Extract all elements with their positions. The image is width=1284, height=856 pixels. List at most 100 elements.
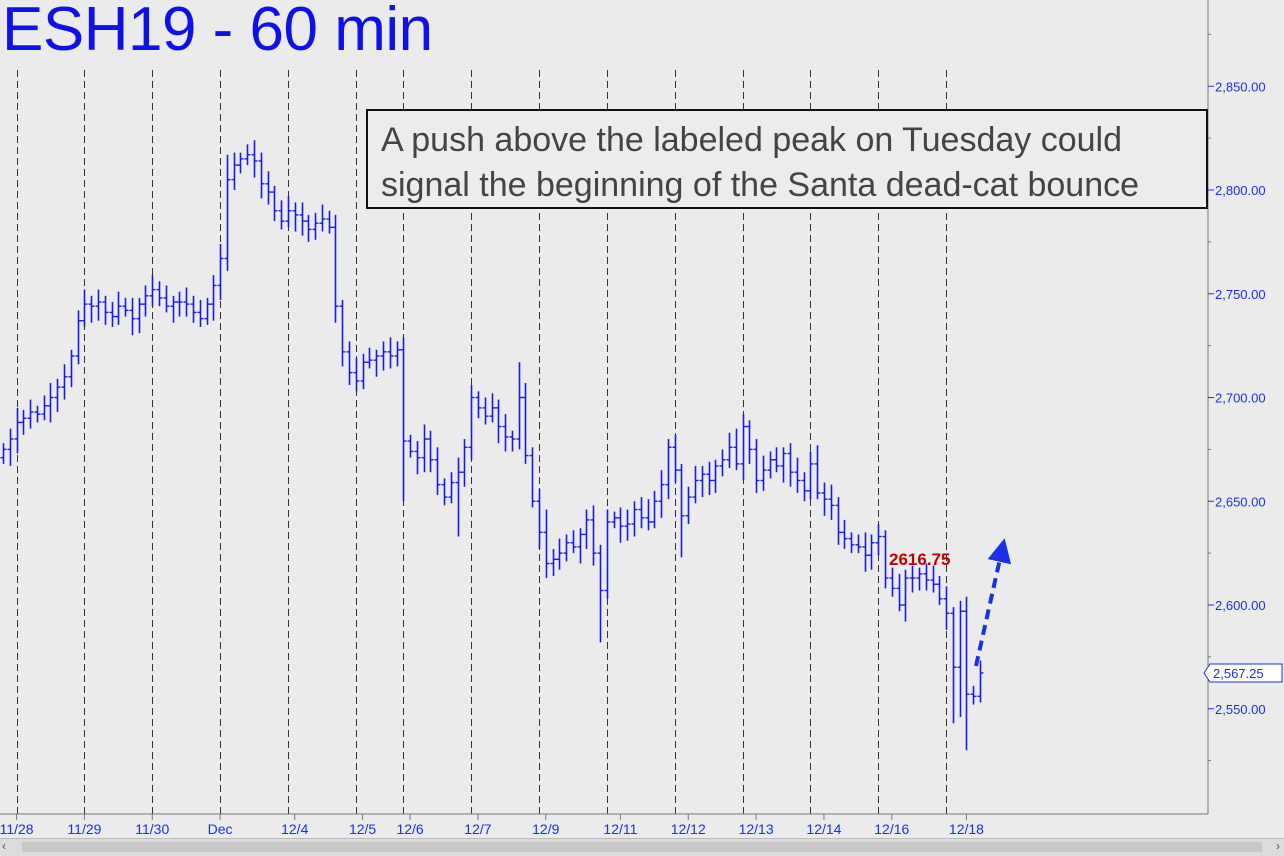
- scroll-right-icon[interactable]: ›: [1276, 839, 1280, 853]
- y-tick-label: 2,700.00: [1215, 391, 1266, 406]
- ohlc-bar: [278, 200, 285, 230]
- ohlc-bar: [305, 214, 312, 242]
- ohlc-bar: [773, 447, 780, 473]
- annotation-line-1: A push above the labeled peak on Tuesday…: [381, 121, 1123, 159]
- ohlc-bar: [95, 289, 102, 321]
- projection-arrow: [974, 538, 1012, 667]
- ohlc-bar: [658, 470, 665, 518]
- ohlc-bar: [896, 573, 903, 612]
- y-tick-label: 2,550.00: [1215, 702, 1266, 717]
- ohlc-bar: [394, 341, 401, 367]
- peak-label: 2616.75: [889, 550, 950, 569]
- ohlc-bar: [448, 472, 455, 504]
- ohlc-bar: [20, 409, 27, 435]
- ohlc-bar: [835, 497, 842, 545]
- x-axis: 11/28 11/29 11/30 Dec 12/4 12/5 12/6 12/7 12/9 12…: [0, 814, 984, 837]
- ohlc-bar: [909, 565, 916, 593]
- ohlc-bar: [672, 434, 679, 483]
- ohlc-bar: [814, 445, 821, 500]
- y-tick-label: 2,650.00: [1215, 494, 1266, 509]
- x-tick-label: Dec: [208, 821, 233, 837]
- ohlc-bar: [828, 484, 835, 520]
- y-tick-label: 2,850.00: [1215, 79, 1266, 94]
- ohlc-bar: [862, 532, 869, 572]
- ohlc-bar: [81, 289, 88, 327]
- x-tick-label: 12/13: [739, 821, 774, 837]
- ohlc-bar: [244, 144, 251, 166]
- ohlc-bar: [47, 382, 54, 423]
- ohlc-bar: [163, 285, 170, 313]
- ohlc-bar: [624, 509, 631, 541]
- ohlc-bar: [855, 534, 862, 554]
- ohlc-bar: [902, 569, 909, 622]
- ohlc-bar: [590, 505, 597, 566]
- ohlc-bar: [434, 447, 441, 496]
- horizontal-scrollbar[interactable]: ‹ ›: [0, 838, 1284, 856]
- x-tick-label: 12/12: [671, 821, 706, 837]
- ohlc-bar: [550, 548, 557, 576]
- ohlc-bar: [88, 295, 95, 323]
- ohlc-bar: [740, 414, 747, 481]
- x-tick-label: 11/28: [0, 821, 34, 837]
- ohlc-bar: [529, 447, 536, 508]
- ohlc-bar: [556, 538, 563, 570]
- ohlc-bar: [441, 478, 448, 506]
- ohlc-bar: [712, 459, 719, 493]
- ohlc-bar: [197, 299, 204, 327]
- y-axis: 2,850.00 2,800.00 2,750.00 2,700.00 2,650.00…: [1208, 33, 1266, 762]
- scrollbar-thumb[interactable]: [22, 842, 1262, 852]
- ohlc-bar: [767, 451, 774, 479]
- scroll-left-icon[interactable]: ‹: [2, 839, 6, 853]
- ohlc-bar: [936, 575, 943, 605]
- x-tick-label: 11/30: [135, 821, 169, 837]
- ohlc-bar: [950, 607, 957, 724]
- ohlc-bar: [136, 297, 143, 334]
- ohlc-bar: [482, 397, 489, 425]
- ohlc-bar: [617, 507, 624, 543]
- ohlc-bar: [75, 310, 82, 365]
- ohlc-bar: [563, 534, 570, 562]
- ohlc-bar: [577, 528, 584, 564]
- ohlc-bar: [271, 185, 278, 222]
- ohlc-bar: [604, 509, 611, 599]
- ohlc-bar: [468, 385, 475, 460]
- y-tick-label: 2,600.00: [1215, 598, 1266, 613]
- x-tick-label: 12/18: [949, 821, 984, 837]
- ohlc-bar: [875, 524, 882, 556]
- ohlc-bar: [923, 563, 930, 591]
- ohlc-bar: [407, 434, 414, 458]
- y-tick-label: 2,750.00: [1215, 287, 1266, 302]
- ohlc-bar: [746, 420, 753, 464]
- ohlc-bar: [889, 567, 896, 597]
- price-chart[interactable]: 2,850.00 2,800.00 2,750.00 2,700.00 2,650.00…: [0, 0, 1284, 838]
- ohlc-bar: [109, 302, 116, 327]
- ohlc-bar: [353, 358, 360, 392]
- ohlc-bar: [400, 337, 407, 502]
- ohlc-bar: [930, 565, 937, 593]
- chart-title: ESH19 - 60 min: [2, 0, 433, 64]
- annotation-line-2: signal the beginning of the Santa dead-c…: [381, 166, 1140, 204]
- ohlc-bar: [699, 465, 706, 498]
- ohlc-bar: [285, 196, 292, 228]
- ohlc-bar: [0, 443, 7, 464]
- ohlc-bar: [495, 399, 502, 444]
- ohlc-bar: [455, 457, 462, 537]
- ohlc-bar: [502, 414, 509, 452]
- ohlc-bar: [570, 530, 577, 554]
- ohlc-bar: [326, 210, 333, 234]
- ohlc-bar: [319, 204, 326, 232]
- ohlc-bar: [142, 285, 149, 317]
- ohlc-bar: [380, 341, 387, 371]
- ohlc-bar: [807, 451, 814, 500]
- x-tick-label: 12/5: [349, 821, 376, 837]
- x-tick-label: 12/9: [532, 821, 559, 837]
- ohlc-bar: [122, 297, 129, 317]
- ohlc-bar: [726, 432, 733, 469]
- last-price-label: 2,567.25: [1213, 666, 1264, 681]
- ohlc-bar: [332, 214, 339, 323]
- ohlc-bar: [156, 281, 163, 307]
- ohlc-bar: [373, 349, 380, 377]
- ohlc-bar: [963, 596, 970, 751]
- ohlc-bar: [631, 501, 638, 537]
